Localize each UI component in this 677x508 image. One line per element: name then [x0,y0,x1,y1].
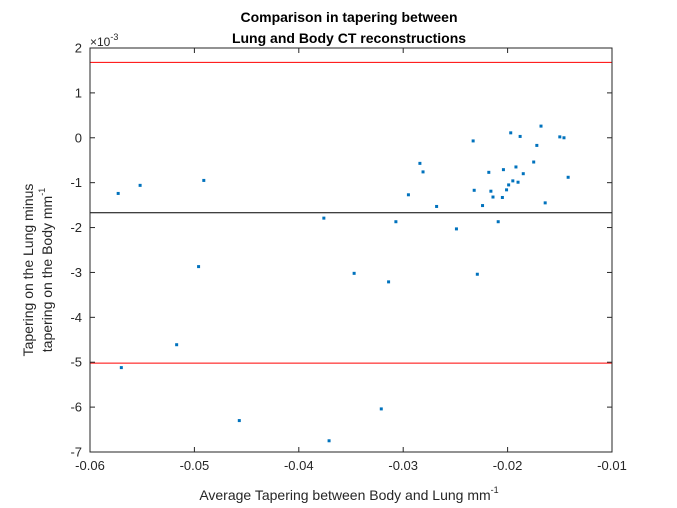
y-tick-label: -3 [70,265,82,280]
data-point [197,265,201,269]
data-point [501,168,505,172]
y-axis-label-line-2-text: tapering on the Body mm [39,196,55,352]
y-tick-label: -6 [70,400,82,415]
data-point [116,191,120,195]
data-point [535,143,539,147]
data-point [471,139,475,143]
data-point [175,343,179,347]
data-point [322,216,326,220]
y-axis-label-2: tapering on the Body mm-1 [37,188,55,352]
data-point [352,271,356,275]
data-point [379,407,383,411]
data-point [507,183,511,187]
x-tick-label: -0.04 [284,458,314,473]
y-tick-label: -1 [70,175,82,190]
data-point [327,439,331,443]
y-axis-label-line-2: tapering on the Body mm-1 [37,188,55,352]
data-point [418,161,422,165]
y-tick-label: -7 [70,445,82,460]
data-point [481,204,485,208]
data-point [518,134,522,138]
data-point [475,272,479,276]
x-tick-label: -0.03 [388,458,418,473]
data-point [496,220,500,224]
data-point [487,170,491,174]
data-point [454,227,458,231]
y-tick-label: -5 [70,355,82,370]
axes-box [89,47,613,453]
data-point [489,189,493,193]
y-tick-label: 1 [75,85,82,100]
y-exponent-label: ×10-3 [90,32,118,49]
reference-lines [90,61,612,364]
plot-area: -0.06 -0.05 -0.04 -0.03 -0.02 -0.01 -7 -6 -5 -4 -3… [70,41,626,474]
data-point [543,201,547,205]
y-axis-label-line-2-sup: -1 [37,188,47,196]
data-point [387,280,391,284]
x-axis-label: Average Tapering between Body and Lung m… [199,485,498,503]
data-point [394,220,398,224]
data-point [472,188,476,192]
x-axis-label-text: Average Tapering between Body and Lung m… [199,487,490,503]
data-point [514,165,518,169]
data-point [406,193,410,197]
y-exponent-base: ×10 [90,35,111,49]
data-points [116,124,570,443]
data-point [509,131,513,135]
data-point [558,135,562,139]
x-axis-label-sup: -1 [491,485,499,495]
data-point [511,179,515,183]
y-tick-label: -2 [70,220,82,235]
data-point [237,419,241,423]
data-point [202,178,206,182]
x-tick-label: -0.02 [493,458,523,473]
data-point [505,188,509,192]
y-tick-label: 0 [75,130,82,145]
x-tick-label: -0.01 [597,458,627,473]
axis-ticks: -0.06 -0.05 -0.04 -0.03 -0.02 -0.01 -7 -6 -5 -4 -3… [70,41,626,474]
data-point [421,170,425,174]
data-point [138,183,142,187]
x-tick-label: -0.05 [180,458,210,473]
chart-title-line-1: Comparison in tapering between [240,9,457,25]
data-point [539,124,543,128]
y-axis-label: Tapering on the Lung minus [20,184,36,357]
data-point [435,204,439,208]
data-point [500,195,504,199]
data-point [516,180,520,184]
x-tick-label: -0.06 [75,458,105,473]
data-point [521,172,525,176]
y-tick-label: 2 [75,41,82,56]
data-point [566,175,570,179]
y-exponent-power: -3 [110,32,118,42]
y-axis-label-line-1: Tapering on the Lung minus [20,184,36,357]
data-point [532,160,536,164]
chart-title-line-2: Lung and Body CT reconstructions [232,30,466,46]
y-tick-label: -4 [70,310,82,325]
data-point [119,366,123,370]
data-point [562,136,566,140]
data-point [491,195,495,199]
